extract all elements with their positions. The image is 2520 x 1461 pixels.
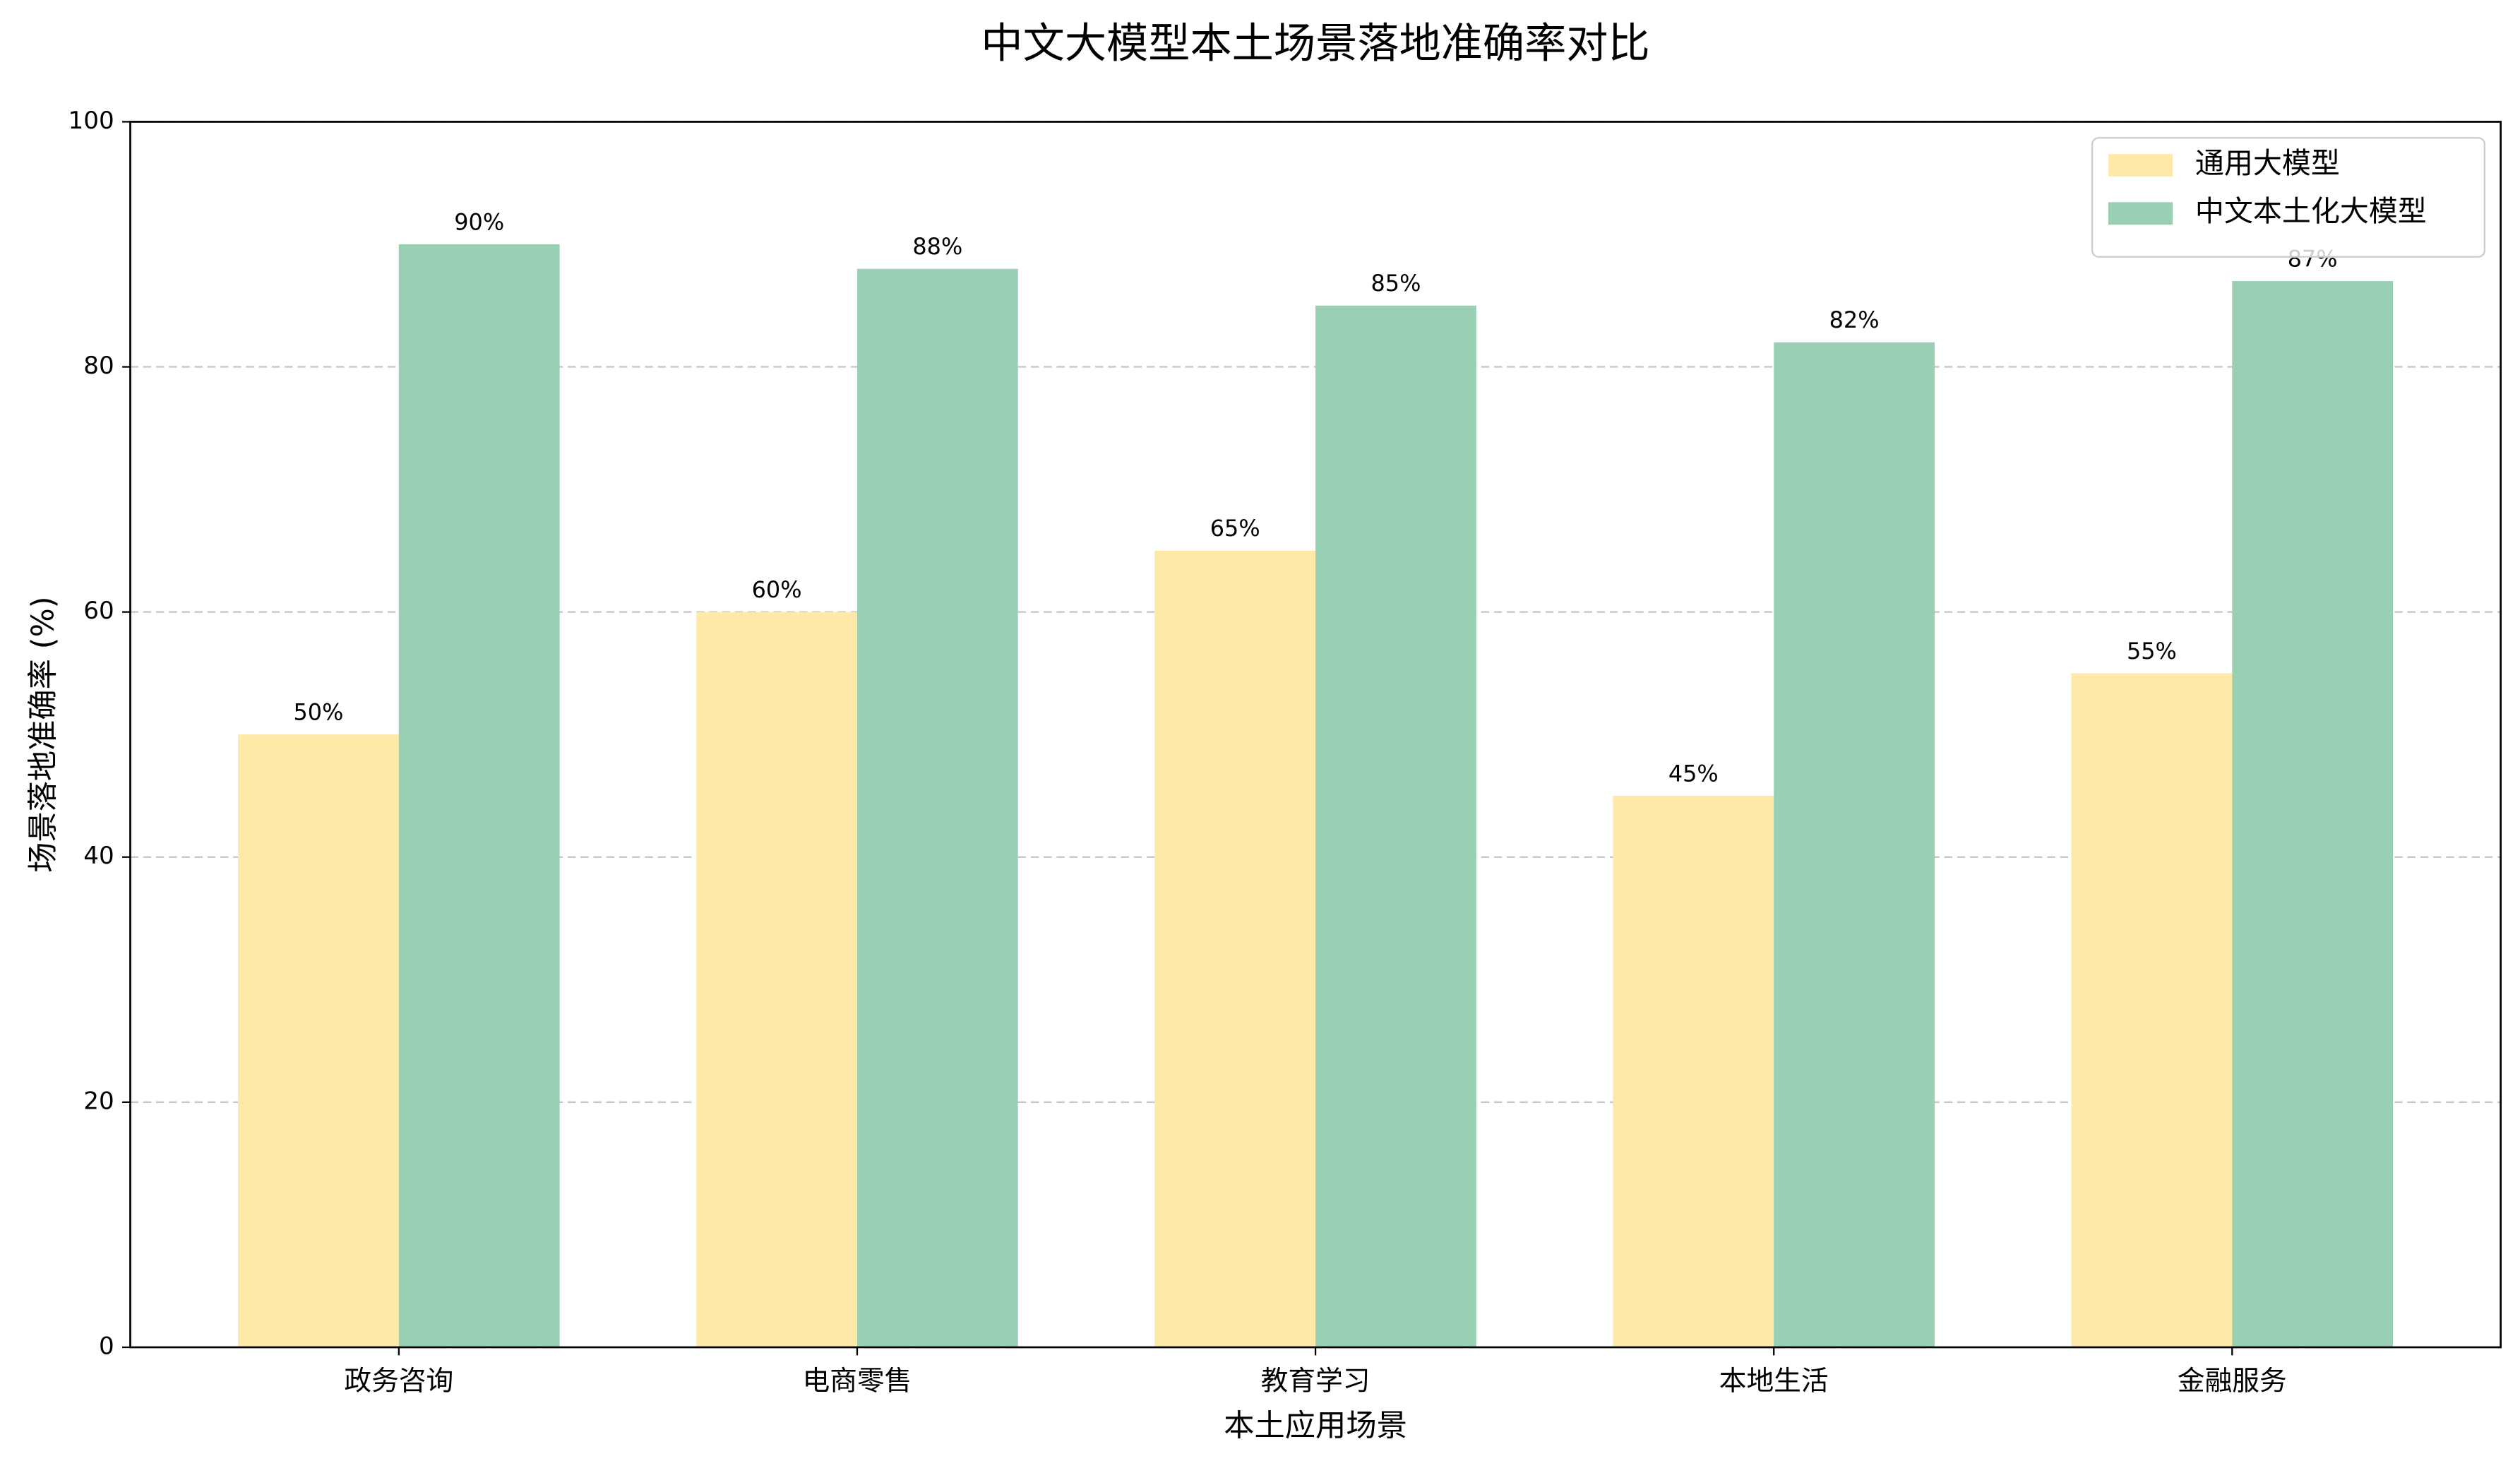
data-label: 82% <box>1829 306 1880 333</box>
bar <box>1154 550 1316 1347</box>
data-label: 85% <box>1371 270 1421 297</box>
data-label: 88% <box>912 233 962 260</box>
y-tick-label: 80 <box>83 352 114 380</box>
chart-title: 中文大模型本土场景落地准确率对比 <box>981 18 1649 67</box>
y-tick-label: 0 <box>99 1332 114 1360</box>
bar <box>2071 673 2233 1347</box>
y-tick-label: 60 <box>83 597 114 625</box>
plot-frame <box>129 121 2502 1349</box>
bar <box>1613 795 1774 1347</box>
legend-label: 中文本土化大模型 <box>2195 194 2427 228</box>
x-tick-label: 政务咨询 <box>344 1366 453 1397</box>
legend-swatch <box>2108 202 2173 225</box>
x-tick-label: 电商零售 <box>803 1366 912 1397</box>
x-axis-label: 本土应用场景 <box>1224 1408 1407 1443</box>
y-tick-label: 100 <box>68 107 114 135</box>
bar <box>1315 305 1476 1347</box>
bar <box>856 268 1018 1347</box>
y-tick-label: 20 <box>83 1087 114 1115</box>
x-tick-label: 金融服务 <box>2178 1366 2287 1397</box>
legend-label: 通用大模型 <box>2195 146 2340 180</box>
bar <box>696 612 857 1347</box>
x-tick-label: 教育学习 <box>1261 1366 1371 1397</box>
data-label: 90% <box>454 208 504 235</box>
bar <box>2232 281 2394 1347</box>
data-label: 45% <box>1668 760 1719 787</box>
legend-box <box>2091 137 2486 258</box>
bar <box>1774 342 1935 1347</box>
y-axis-label: 场景落地准确率 (%) <box>25 596 61 872</box>
x-tick-label: 本地生活 <box>1719 1366 1829 1397</box>
data-label: 55% <box>2127 638 2177 664</box>
bar <box>238 734 399 1347</box>
data-label: 50% <box>294 699 344 726</box>
data-label: 65% <box>1210 515 1260 542</box>
bar <box>398 244 560 1347</box>
legend-swatch <box>2108 153 2173 177</box>
y-tick-label: 40 <box>83 842 114 870</box>
data-label: 60% <box>752 576 802 603</box>
